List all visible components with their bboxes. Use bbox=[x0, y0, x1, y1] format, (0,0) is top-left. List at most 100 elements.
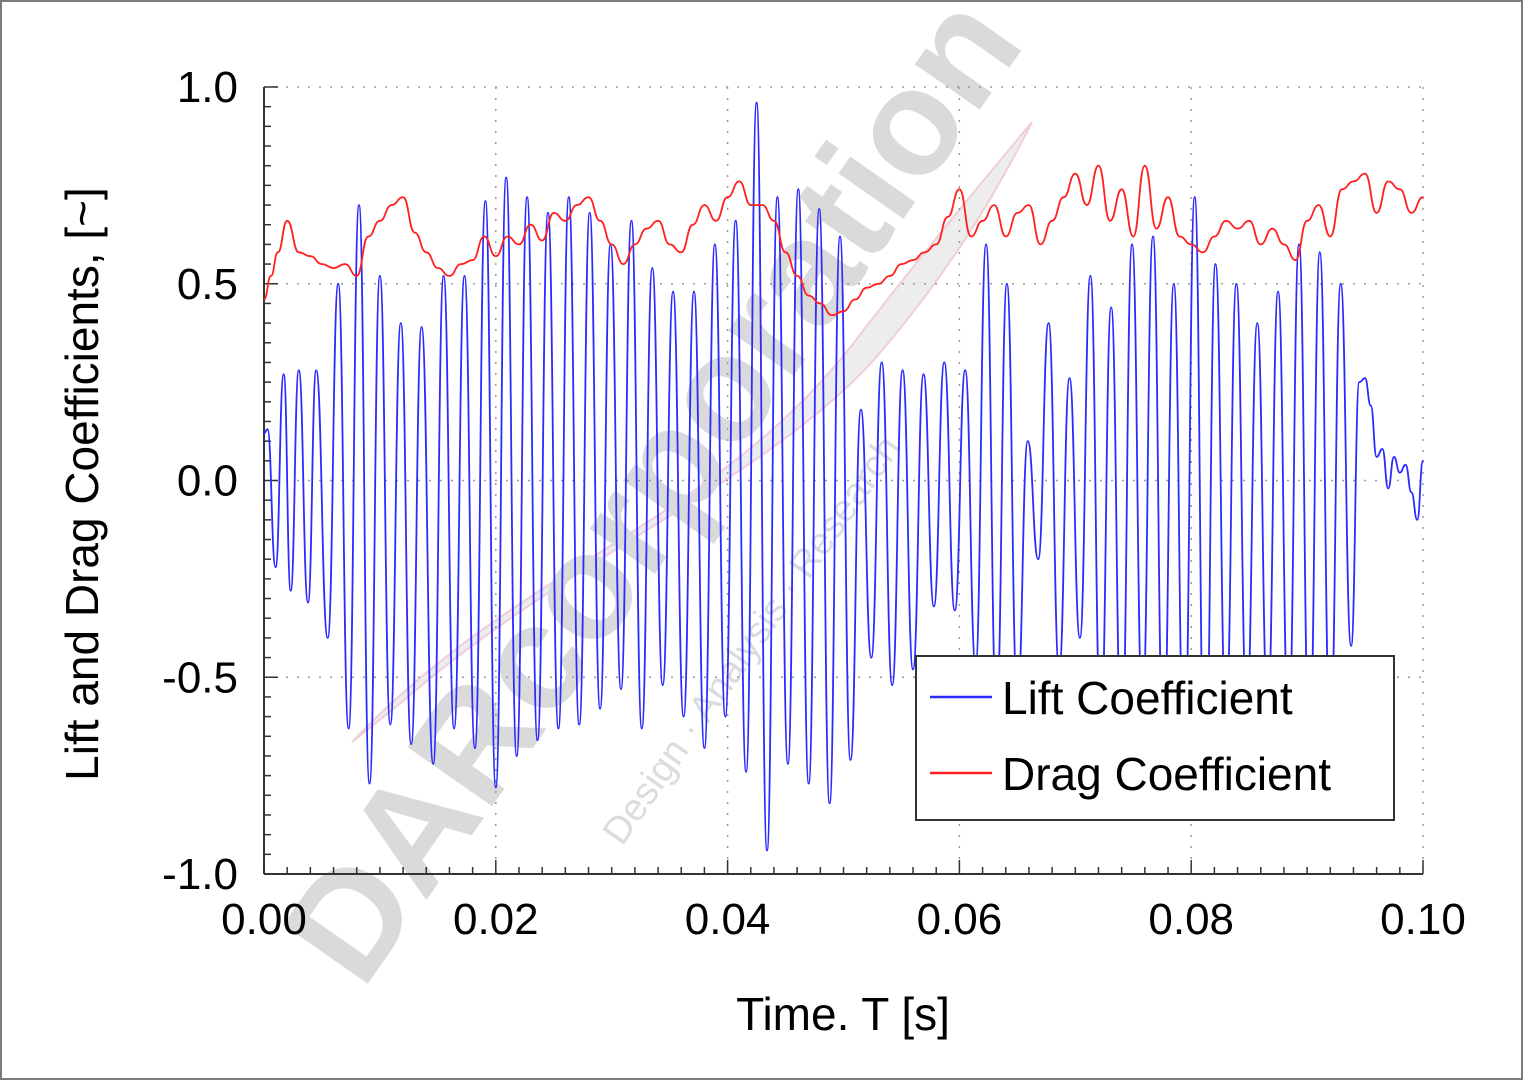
x-tick-label: 0.02 bbox=[453, 895, 539, 944]
drag-point bbox=[1144, 164, 1146, 167]
lift-point bbox=[1027, 440, 1029, 442]
lift-point bbox=[474, 747, 476, 749]
legend-box bbox=[915, 655, 1395, 821]
drag-point bbox=[355, 275, 358, 277]
lift-point bbox=[315, 369, 318, 372]
series-group bbox=[263, 101, 1424, 852]
drag-point bbox=[1109, 220, 1111, 222]
lift-point bbox=[263, 432, 265, 435]
lift-point bbox=[1079, 637, 1081, 639]
x-tick-label: 0.00 bbox=[221, 895, 307, 944]
drag-point bbox=[1213, 235, 1216, 238]
lift-point bbox=[714, 243, 716, 246]
drag-point bbox=[553, 212, 555, 214]
drag-point bbox=[738, 180, 740, 183]
drag-point bbox=[1248, 220, 1250, 222]
drag-point bbox=[379, 220, 381, 222]
lift-point bbox=[1339, 283, 1342, 285]
drag-point bbox=[981, 220, 984, 222]
lift-point bbox=[651, 267, 654, 269]
drag-point bbox=[877, 283, 880, 285]
lift-point bbox=[776, 196, 779, 198]
drag-point bbox=[332, 267, 335, 269]
x-tick-label: 0.08 bbox=[1148, 895, 1234, 944]
lift-point bbox=[641, 727, 643, 730]
drag-point bbox=[471, 259, 474, 261]
lift-point bbox=[557, 727, 560, 730]
lift-point bbox=[505, 176, 508, 179]
lift-point bbox=[807, 782, 810, 785]
lift-point bbox=[1152, 235, 1154, 238]
drag-point bbox=[483, 235, 486, 238]
lift-point bbox=[442, 275, 445, 277]
lift-point bbox=[307, 601, 309, 604]
drag-point bbox=[1190, 243, 1192, 246]
lift-point bbox=[828, 802, 831, 804]
lift-point bbox=[495, 786, 497, 789]
drag-point bbox=[1352, 180, 1355, 183]
drag-point bbox=[1039, 243, 1042, 246]
drag-point bbox=[807, 294, 810, 297]
drag-point bbox=[958, 188, 961, 191]
drag-point bbox=[599, 220, 601, 222]
drag-point bbox=[564, 220, 567, 222]
drag-point bbox=[703, 204, 706, 206]
drag-point bbox=[1375, 212, 1378, 214]
drag-point bbox=[784, 251, 787, 254]
y-tick-label: 0.5 bbox=[177, 260, 238, 309]
drag-point bbox=[1387, 180, 1389, 183]
lift-point bbox=[536, 739, 539, 741]
watermark: DARcorporation Design · Analysis · Resea… bbox=[251, 0, 1053, 1010]
lift-point bbox=[1416, 519, 1418, 521]
y-tick-label: 0.0 bbox=[177, 457, 238, 506]
lift-point bbox=[1298, 243, 1300, 246]
drag-point bbox=[865, 286, 868, 289]
lift-point bbox=[568, 196, 570, 198]
lift-point bbox=[1037, 558, 1039, 560]
lift-point bbox=[1068, 377, 1071, 380]
drag-point bbox=[1202, 251, 1204, 254]
lift-point bbox=[389, 723, 392, 726]
lift-point bbox=[818, 208, 820, 210]
drag-point bbox=[1167, 196, 1169, 198]
drag-point bbox=[715, 220, 717, 222]
drag-point bbox=[831, 314, 833, 317]
lift-point bbox=[420, 326, 423, 328]
lift-point bbox=[1173, 283, 1175, 285]
lift-point bbox=[400, 322, 402, 324]
lift-point bbox=[703, 747, 706, 749]
lift-point bbox=[1358, 381, 1361, 383]
drag-point bbox=[761, 204, 764, 206]
lift-point bbox=[1277, 290, 1279, 293]
lift-point bbox=[682, 715, 685, 718]
lift-point bbox=[547, 212, 549, 214]
lift-point bbox=[661, 684, 664, 686]
lift-point bbox=[1410, 491, 1413, 494]
drag-point bbox=[750, 204, 752, 206]
lift-point bbox=[620, 688, 622, 690]
lift-point bbox=[1404, 464, 1407, 466]
drag-point bbox=[263, 298, 265, 301]
drag-point bbox=[1271, 227, 1274, 230]
drag-point bbox=[286, 220, 289, 222]
drag-point bbox=[425, 251, 428, 254]
lift-point bbox=[347, 727, 350, 730]
drag-point bbox=[1086, 204, 1088, 206]
watermark-brand: DARcorporation bbox=[251, 2, 1053, 1010]
lift-point bbox=[578, 723, 580, 726]
drag-point bbox=[1155, 227, 1158, 230]
drag-point bbox=[610, 243, 613, 246]
lift-point bbox=[891, 684, 893, 686]
drag-point bbox=[900, 263, 903, 265]
lift-point bbox=[745, 770, 747, 773]
drag-point bbox=[1016, 212, 1019, 214]
lift-point bbox=[755, 101, 758, 104]
lift-point bbox=[880, 361, 883, 364]
lift-point bbox=[985, 243, 987, 246]
drag-point bbox=[773, 220, 775, 222]
drag-point bbox=[1422, 196, 1424, 198]
drag-point bbox=[622, 263, 625, 265]
lift-point bbox=[839, 235, 841, 238]
drag-point bbox=[1178, 235, 1181, 238]
